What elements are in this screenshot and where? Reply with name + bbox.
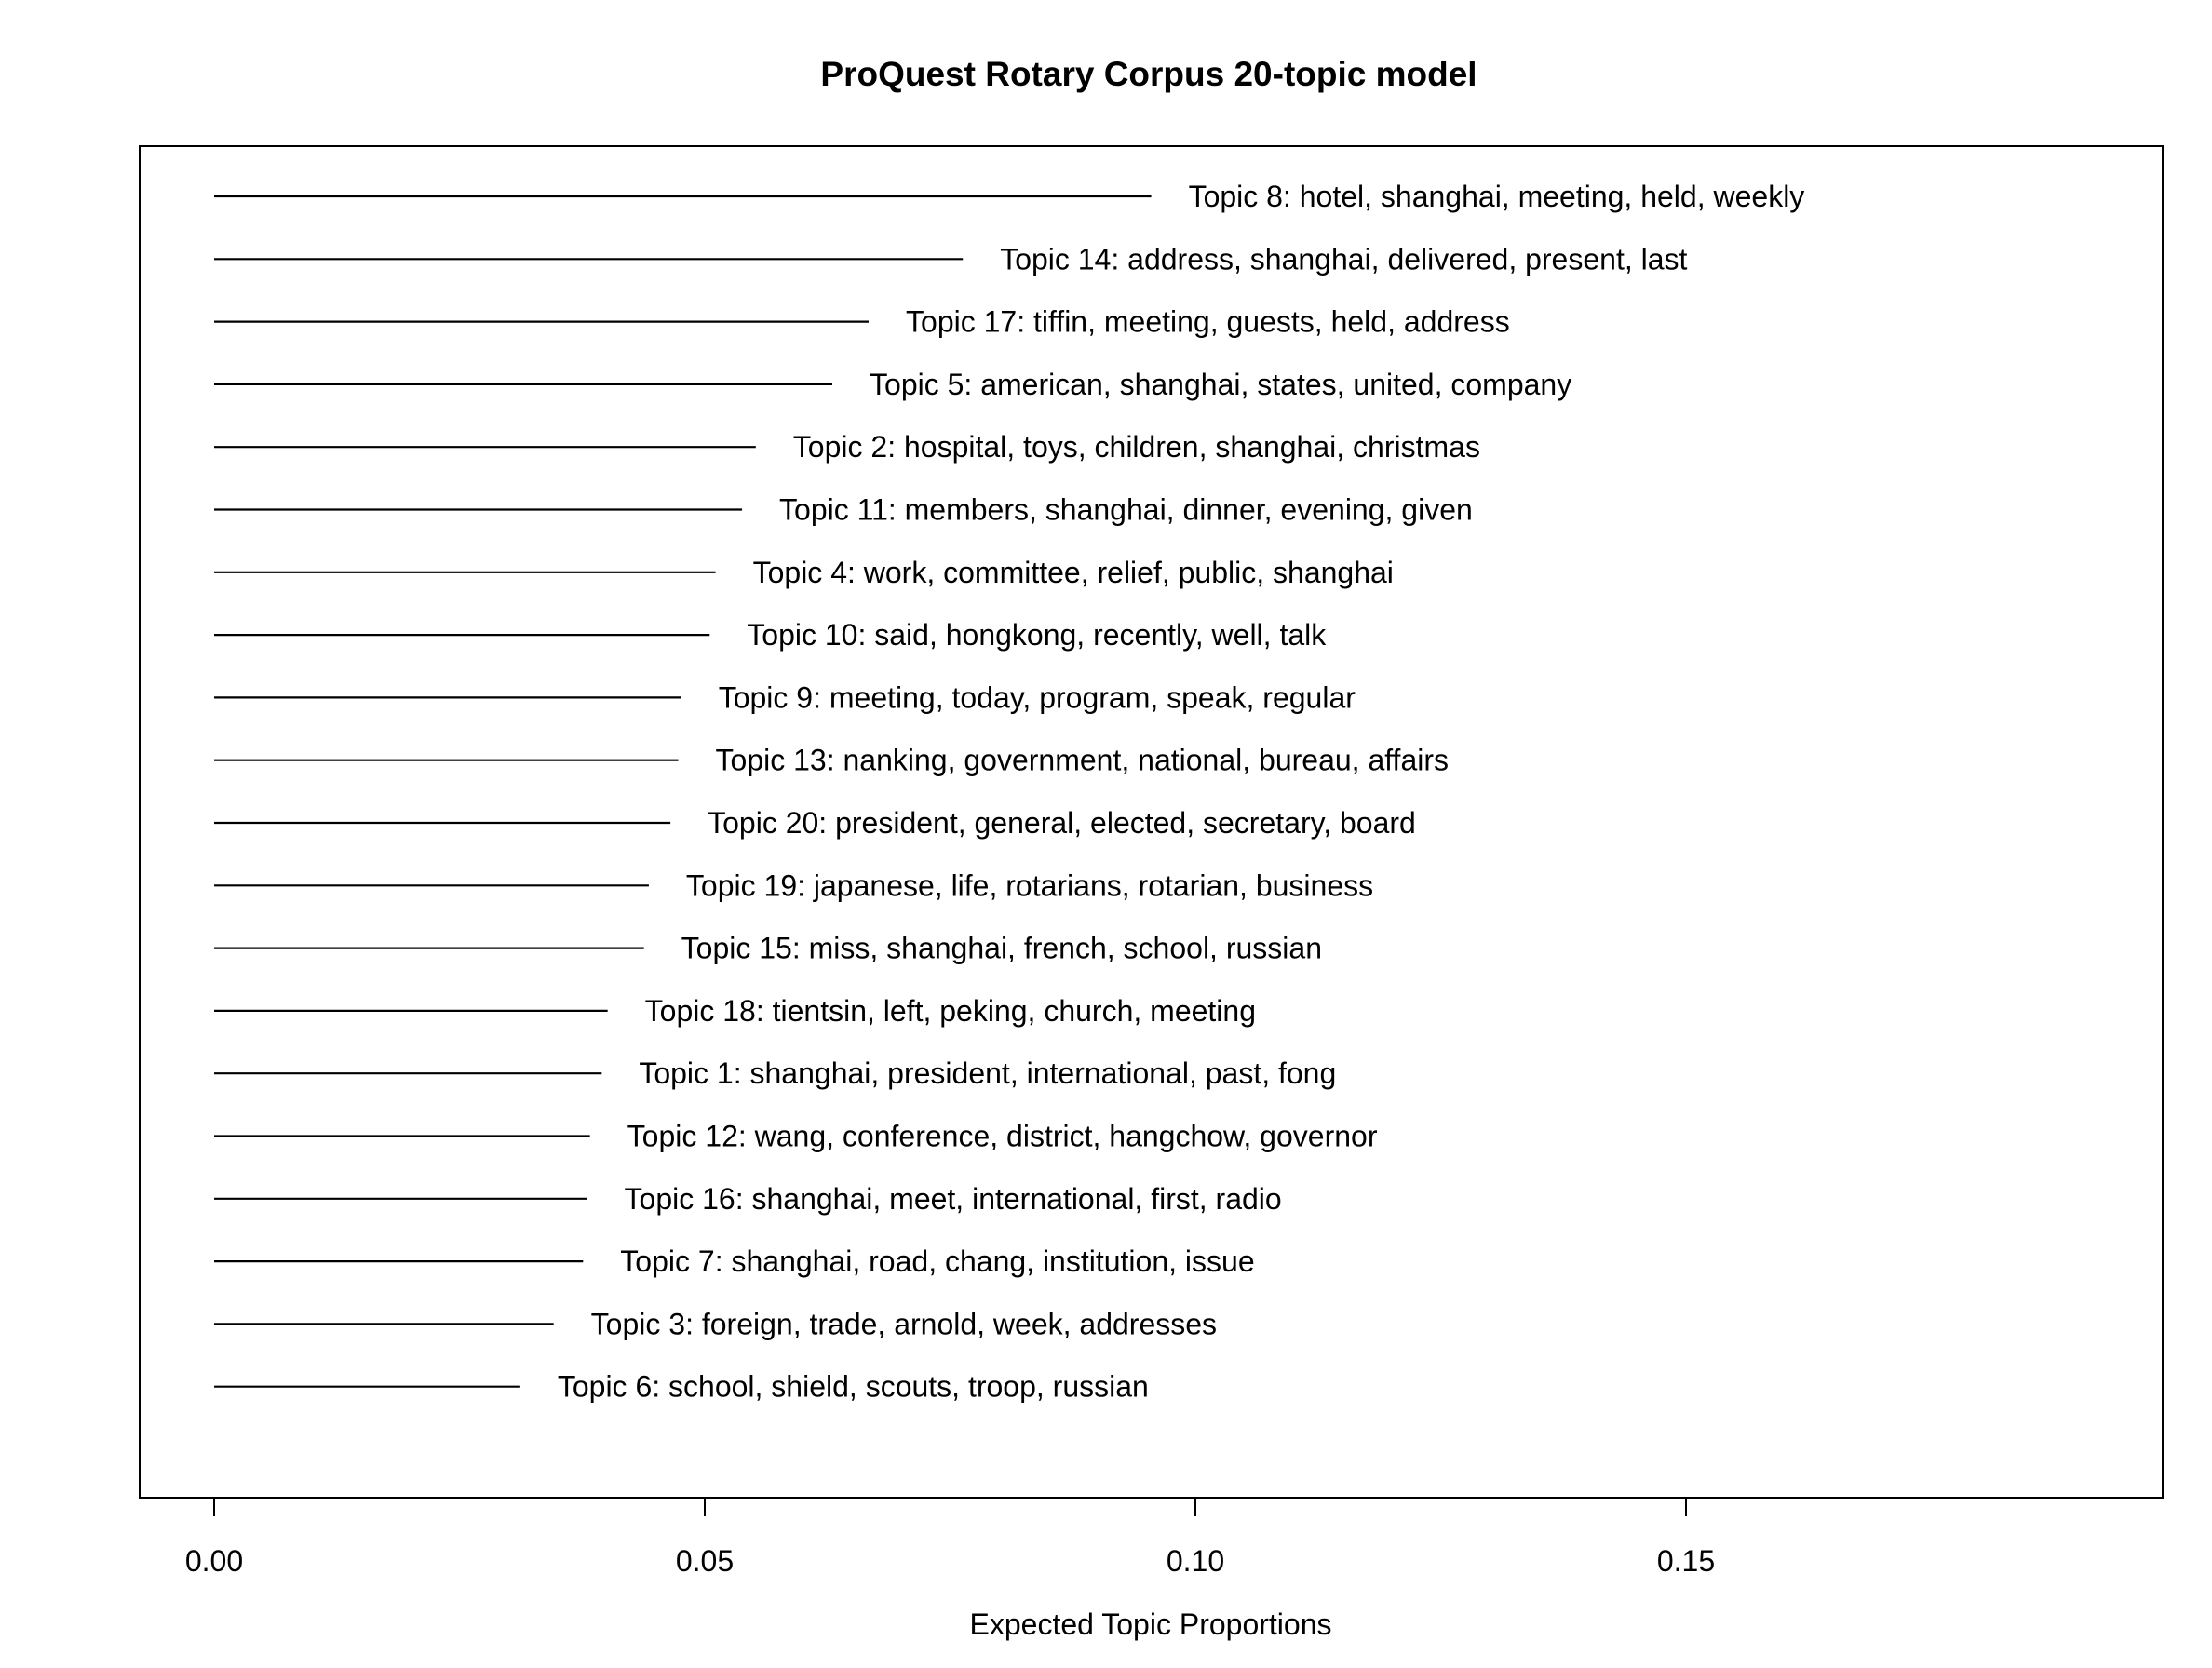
topic-label: Topic 13: nanking, government, national,… xyxy=(716,744,1449,777)
topic-label: Topic 16: shanghai, meet, international,… xyxy=(625,1182,1282,1216)
x-tick-label: 0.10 xyxy=(1167,1544,1224,1578)
topic-label: Topic 3: foreign, trade, arnold, week, a… xyxy=(591,1307,1217,1340)
topic-label: Topic 20: president, general, elected, s… xyxy=(708,806,1416,840)
x-tick-label: 0.15 xyxy=(1657,1544,1715,1578)
x-tick-label: 0.00 xyxy=(185,1544,243,1578)
topic-label: Topic 12: wang, conference, district, ha… xyxy=(627,1120,1378,1153)
topic-series: Topic 8: hotel, shanghai, meeting, held,… xyxy=(214,180,1804,1404)
topic-label: Topic 19: japanese, life, rotarians, rot… xyxy=(686,868,1373,902)
topic-label: Topic 7: shanghai, road, chang, institut… xyxy=(620,1244,1254,1278)
topic-label: Topic 4: work, committee, relief, public… xyxy=(753,556,1394,589)
x-tick-label: 0.05 xyxy=(676,1544,734,1578)
topic-label: Topic 14: address, shanghai, delivered, … xyxy=(1000,242,1687,276)
x-axis: 0.00 0.05 0.10 0.15 xyxy=(185,1497,1715,1578)
topic-label: Topic 6: school, shield, scouts, troop, … xyxy=(558,1370,1149,1404)
topic-label: Topic 2: hospital, toys, children, shang… xyxy=(793,430,1480,464)
topic-label: Topic 9: meeting, today, program, speak,… xyxy=(719,680,1356,714)
topic-label: Topic 18: tientsin, left, peking, church… xyxy=(645,994,1256,1028)
topic-label: Topic 10: said, hongkong, recently, well… xyxy=(747,618,1327,652)
topic-label: Topic 8: hotel, shanghai, meeting, held,… xyxy=(1189,180,1805,213)
chart-title: ProQuest Rotary Corpus 20-topic model xyxy=(820,55,1477,93)
topic-label: Topic 1: shanghai, president, internatio… xyxy=(639,1056,1336,1090)
topic-label: Topic 5: american, shanghai, states, uni… xyxy=(870,368,1571,401)
topic-label: Topic 17: tiffin, meeting, guests, held,… xyxy=(906,305,1510,339)
topic-label: Topic 15: miss, shanghai, french, school… xyxy=(681,932,1322,965)
topic-label: Topic 11: members, shanghai, dinner, eve… xyxy=(779,493,1473,527)
x-axis-label: Expected Topic Proportions xyxy=(970,1607,1332,1641)
